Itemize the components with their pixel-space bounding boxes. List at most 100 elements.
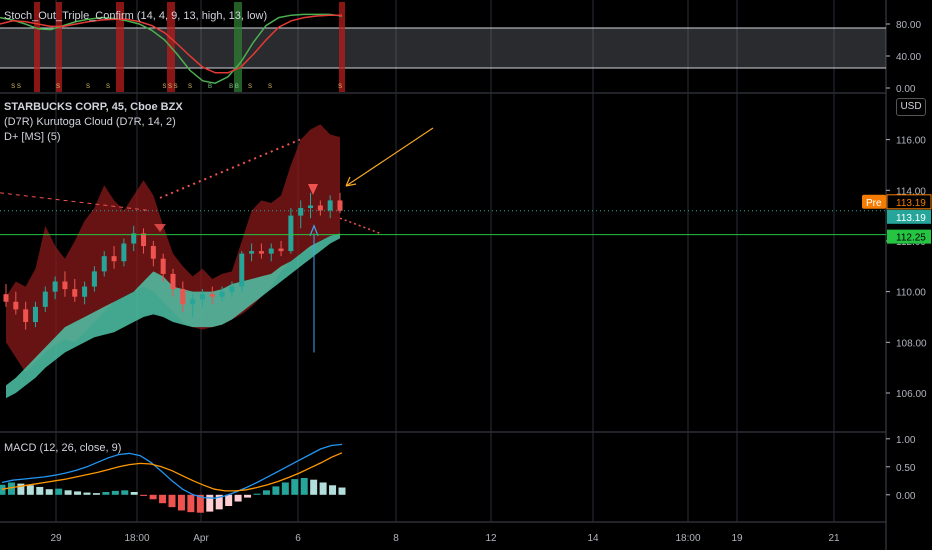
macd-line: [1, 443, 343, 499]
macd-histogram-bar: [74, 491, 82, 495]
candle-body: [111, 256, 117, 262]
macd-histogram-bar: [329, 485, 337, 495]
pre-tag-label: Pre: [866, 198, 882, 209]
macd-histogram-bar: [92, 493, 100, 495]
kurutoga-legend[interactable]: (D7R) Kurutoga Cloud (D7R, 14, 2): [4, 116, 176, 128]
stoch-signal-label: S: [86, 84, 90, 90]
macd-histogram-bar: [244, 494, 252, 498]
stoch-signal-label: S: [248, 84, 252, 90]
macd-histogram-bar: [215, 494, 223, 510]
sell-triangle-icon: [154, 224, 166, 232]
candle-body: [199, 294, 205, 300]
macd-histogram-bar: [272, 486, 280, 495]
stoch-signal-label: B B: [229, 84, 239, 90]
stoch-tick-label: 80.00: [896, 20, 921, 31]
candle-body: [150, 246, 156, 259]
candle-body: [288, 215, 294, 252]
candle-body: [23, 309, 29, 323]
macd-histogram-bar: [64, 490, 72, 495]
macd-histogram-bar: [26, 485, 34, 495]
macd-histogram-bar: [196, 494, 204, 513]
x-tick-label: 19: [731, 533, 743, 544]
macd-histogram-bar: [159, 494, 167, 504]
candle-body: [72, 289, 78, 297]
x-tick-label: 18:00: [675, 533, 700, 544]
candle-body: [42, 291, 48, 307]
candle-body: [317, 205, 323, 211]
macd-histogram-bar: [140, 494, 148, 496]
x-tick-label: 29: [50, 533, 62, 544]
dashed-left-line: [0, 192, 151, 212]
candle-body: [308, 205, 314, 209]
macd-histogram-bar: [291, 479, 299, 495]
dplus-legend[interactable]: D+ [MS] (5): [4, 131, 61, 143]
stoch-line-0: [0, 13, 343, 84]
candle-body: [62, 281, 68, 290]
stoch-signal-label: S: [56, 84, 60, 90]
pre-value-label: 113.19: [896, 198, 926, 209]
dotted-resistance-line: [159, 138, 301, 199]
stoch-signal-column: [116, 2, 124, 92]
candle-body: [82, 286, 88, 297]
x-tick-label: 8: [393, 533, 399, 544]
stoch-band: [0, 28, 886, 68]
macd-histogram-bar: [83, 492, 91, 495]
last-price-box: [887, 209, 931, 224]
stoch-signal-column: [339, 2, 345, 92]
candle-body: [131, 233, 137, 244]
stoch-signal-column: [56, 2, 62, 92]
sell-triangle-icon: [308, 184, 318, 195]
x-tick-label: 14: [587, 533, 599, 544]
macd-histogram-bar: [17, 483, 25, 495]
macd-histogram-bar: [234, 494, 242, 502]
candle-body: [278, 248, 284, 252]
macd-signal-line: [1, 452, 343, 492]
symbol-title[interactable]: STARBUCKS CORP, 45, Cboe BZX: [4, 101, 183, 113]
candle-body: [180, 289, 186, 305]
candle-body: [327, 200, 333, 211]
stoch-signal-label: S: [188, 84, 192, 90]
macd-title[interactable]: MACD (12, 26, close, 9): [4, 442, 122, 454]
macd-histogram-bar: [0, 484, 6, 495]
candle-body: [190, 299, 196, 305]
macd-histogram-bar: [338, 487, 346, 495]
macd-histogram-bar: [300, 478, 308, 495]
stoch-signal-label: S S S: [162, 84, 177, 90]
macd-histogram-bar: [55, 488, 63, 495]
macd-histogram-bar: [111, 490, 119, 495]
macd-histogram-bar: [262, 490, 270, 495]
candle-body: [32, 306, 38, 323]
macd-histogram-bar: [177, 494, 185, 511]
price-pane[interactable]: [0, 124, 886, 399]
stoch-title[interactable]: Stoch_Out_Triple_Confirm (14, 4, 9, 13, …: [4, 10, 268, 22]
macd-tick-label: 0.50: [896, 463, 916, 474]
x-tick-label: 6: [295, 533, 301, 544]
green-level-box: [887, 229, 931, 244]
last-price-label: 113.19: [896, 213, 926, 224]
pre-tag-box: [862, 194, 886, 209]
candle-body: [239, 253, 245, 287]
macd-histogram-bar: [319, 482, 327, 495]
macd-histogram-bar: [121, 490, 129, 495]
currency-button[interactable]: USD: [896, 98, 926, 116]
candle-body: [258, 251, 264, 254]
stoch-signal-label: S: [338, 84, 342, 90]
axes: 80.0040.000.00116.00114.00112.00110.0010…: [50, 20, 932, 544]
kurutoga-cloud-red: [6, 124, 340, 373]
macd-histogram-bar: [253, 493, 261, 495]
stoch-signal-column: [234, 2, 242, 92]
price-tick-label: 114.00: [896, 186, 926, 197]
macd-pane[interactable]: [0, 443, 346, 513]
stoch-signal-label: S: [268, 84, 272, 90]
macd-histogram-bar: [168, 494, 176, 508]
macd-histogram-bar: [130, 492, 138, 495]
macd-histogram-bar: [7, 482, 15, 495]
dotted-projection-line: [339, 217, 381, 235]
x-tick-label: Apr: [193, 533, 209, 544]
candle-body: [209, 294, 215, 297]
stoch-line-1: [0, 14, 342, 74]
price-tick-label: 106.00: [896, 389, 927, 400]
price-tick-label: 110.00: [896, 288, 926, 299]
